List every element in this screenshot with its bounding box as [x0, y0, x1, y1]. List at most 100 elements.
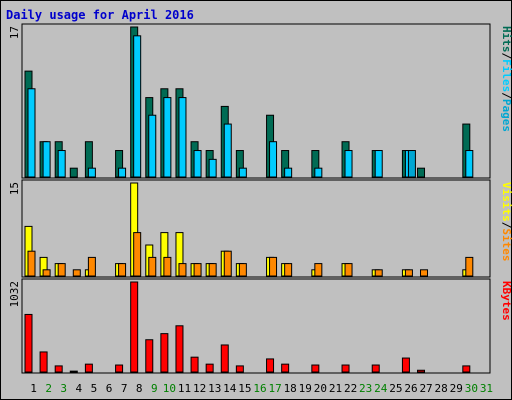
- legend-pages: Pages: [500, 99, 512, 132]
- bar-kbytes-day-17: [266, 358, 275, 373]
- x-tick-label: 20: [314, 382, 327, 395]
- x-tick-label: 24: [374, 382, 388, 395]
- bar-files-day-3: [57, 150, 66, 178]
- x-tick-label: 21: [329, 382, 342, 395]
- x-tick-label: 29: [450, 382, 463, 395]
- bar-files-day-13: [208, 158, 217, 178]
- kbytes-plot-area: [21, 278, 491, 374]
- kbytes-legend: KBytes: [500, 281, 512, 321]
- bar-pages-day-26: [407, 150, 416, 178]
- bar-sites-day-17: [269, 256, 278, 277]
- x-tick-label: 13: [208, 382, 221, 395]
- bar-sites-day-7: [118, 263, 127, 277]
- bar-files-day-12: [193, 150, 202, 178]
- bar-kbytes-day-1: [24, 313, 33, 373]
- x-tick-label: 1: [30, 382, 37, 395]
- y-max-label: 17: [8, 26, 21, 39]
- x-tick-label: 23: [359, 382, 372, 395]
- bar-kbytes-day-11: [175, 325, 184, 373]
- x-tick-label: 14: [223, 382, 237, 395]
- bar-files-day-5: [87, 167, 96, 178]
- x-tick-label: 8: [136, 382, 143, 395]
- x-tick-label: 25: [389, 382, 402, 395]
- x-tick-label: 19: [299, 382, 312, 395]
- x-tick-label: 30: [465, 382, 478, 395]
- bar-kbytes-day-5: [84, 363, 93, 373]
- bar-files-day-17: [269, 141, 278, 178]
- bar-sites-day-3: [57, 263, 66, 277]
- hits-files-pages-panel: 17 Hits/Files/Pages: [8, 23, 512, 179]
- legend-files: Files: [500, 59, 512, 92]
- bar-kbytes-day-2: [39, 351, 48, 373]
- bar-kbytes-day-27: [417, 369, 426, 373]
- bar-kbytes-day-14: [220, 344, 229, 373]
- bar-files-day-22: [344, 150, 353, 178]
- bar-kbytes-day-18: [281, 363, 290, 373]
- bar-kbytes-day-4: [69, 370, 78, 373]
- bar-sites-day-9: [148, 256, 157, 277]
- bar-sites-day-8: [133, 232, 142, 277]
- bar-sites-day-15: [238, 263, 247, 277]
- bar-sites-day-26: [404, 269, 413, 277]
- x-tick-label: 11: [178, 382, 191, 395]
- x-tick-label: 5: [91, 382, 98, 395]
- bar-kbytes-day-12: [190, 356, 199, 373]
- x-tick-label: 15: [238, 382, 251, 395]
- x-tick-label: 22: [344, 382, 357, 395]
- x-tick-label: 27: [419, 382, 432, 395]
- bar-kbytes-day-9: [145, 339, 154, 373]
- bar-kbytes-day-13: [205, 363, 214, 373]
- x-tick-label: 9: [151, 382, 158, 395]
- bar-files-day-11: [178, 97, 187, 178]
- x-tick-label: 18: [284, 382, 297, 395]
- bar-files-day-2: [42, 141, 51, 178]
- x-tick-label: 17: [268, 382, 281, 395]
- chart-title: Daily usage for April 2016: [6, 8, 194, 22]
- y-max-label: 1032: [8, 281, 21, 308]
- sites-visits-panel: 15 Visits/Sites: [8, 179, 512, 278]
- bar-sites-day-1: [27, 250, 36, 277]
- bar-kbytes-day-26: [401, 357, 410, 373]
- bar-files-day-1: [27, 88, 36, 178]
- bar-files-day-14: [223, 123, 232, 178]
- sites-visits-legend: Visits/Sites: [500, 182, 512, 262]
- x-tick-label: 4: [76, 382, 83, 395]
- bar-hits-day-27: [417, 167, 426, 178]
- x-tick-label: 6: [106, 382, 113, 395]
- x-tick-label: 31: [480, 382, 493, 395]
- bar-files-day-24: [374, 150, 383, 178]
- bar-sites-day-22: [344, 263, 353, 277]
- bar-kbytes-day-24: [371, 364, 380, 373]
- bar-files-day-8: [133, 35, 142, 178]
- bar-files-day-10: [163, 97, 172, 178]
- bar-sites-day-5: [87, 256, 96, 277]
- x-tick-label: 3: [60, 382, 67, 395]
- y-max-label: 15: [8, 182, 21, 195]
- x-tick-label: 2: [45, 382, 52, 395]
- legend-visits: Visits: [500, 182, 512, 222]
- bar-files-day-15: [238, 167, 247, 178]
- x-tick-label: 12: [193, 382, 206, 395]
- bar-files-day-9: [148, 114, 157, 178]
- bar-sites-day-14: [223, 250, 232, 277]
- legend-sites: Sites: [500, 228, 512, 261]
- sites-visits-plot-area: [21, 179, 491, 278]
- bar-kbytes-day-3: [54, 365, 63, 373]
- bar-kbytes-day-30: [462, 365, 471, 373]
- bar-files-day-30: [465, 150, 474, 178]
- bar-sites-day-18: [284, 263, 293, 277]
- bar-sites-day-24: [374, 269, 383, 277]
- legend-kbytes: KBytes: [500, 281, 512, 321]
- bar-sites-day-30: [465, 256, 474, 277]
- bar-kbytes-day-15: [235, 365, 244, 373]
- bar-sites-day-13: [208, 263, 217, 277]
- bar-files-day-20: [314, 167, 323, 178]
- bar-sites-day-20: [314, 263, 323, 277]
- x-tick-label: 28: [435, 382, 448, 395]
- bar-hits-day-4: [69, 167, 78, 178]
- x-tick-label: 26: [404, 382, 417, 395]
- x-tick-label: 10: [163, 382, 176, 395]
- bar-sites-day-12: [193, 263, 202, 277]
- bar-sites-day-10: [163, 256, 172, 277]
